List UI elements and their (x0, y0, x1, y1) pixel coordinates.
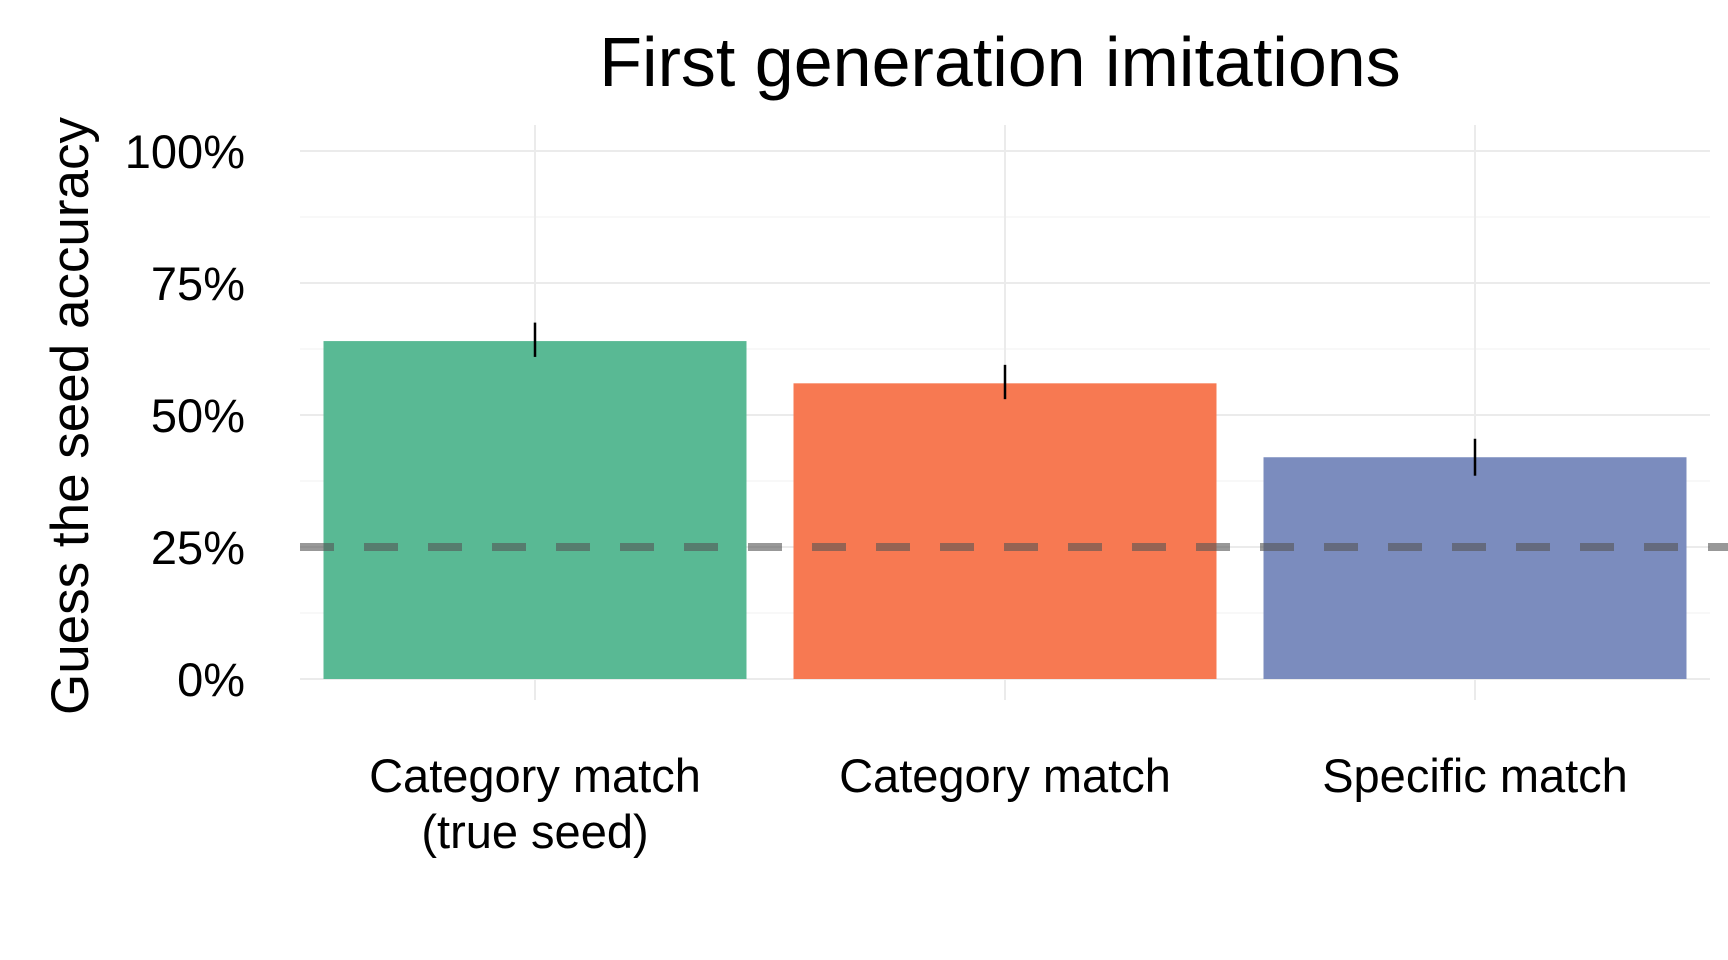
x-tick-label-line: Category match (839, 749, 1171, 802)
y-tick-label: 100% (125, 125, 245, 178)
y-axis-ticks: 0% 25% 50% 75% 100% (125, 125, 245, 706)
x-axis-ticks: Category match (true seed)Category match S… (369, 749, 1628, 858)
bar (323, 341, 747, 679)
y-tick-label: 25% (151, 521, 245, 574)
y-tick-label: 50% (151, 389, 245, 442)
y-tick-label: 75% (151, 257, 245, 310)
y-tick-label: 0% (177, 653, 245, 706)
x-tick-label: Specific match (1322, 749, 1628, 802)
y-axis-title: Guess the seed accuracy (41, 116, 100, 715)
x-tick-label-line: (true seed) (421, 805, 648, 858)
bar (1263, 457, 1687, 679)
error-bars (533, 322, 1477, 476)
bar (793, 383, 1217, 679)
x-tick-label-line: Specific match (1322, 749, 1628, 802)
x-tick-label: Category match (839, 749, 1171, 802)
x-tick-label: Category match (true seed) (369, 749, 701, 858)
x-tick-label-line: Category match (369, 749, 701, 802)
chart-title: First generation imitations (599, 23, 1400, 101)
bars (323, 341, 1687, 679)
